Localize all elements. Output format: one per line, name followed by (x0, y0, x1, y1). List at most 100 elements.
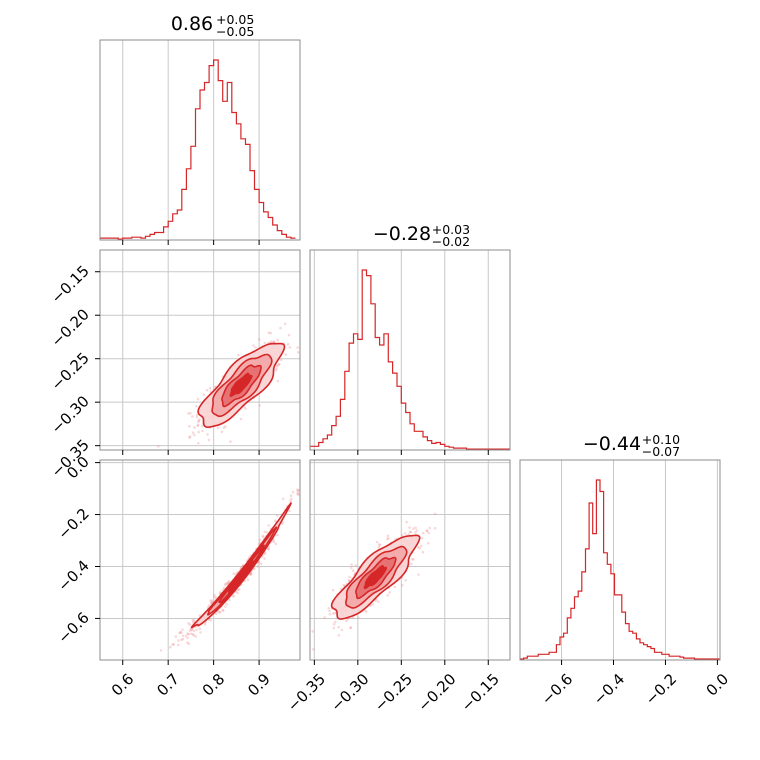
scatter-point (349, 626, 353, 629)
scatter-point (401, 583, 404, 587)
scatter-point (284, 353, 288, 356)
scatter-point (378, 543, 381, 546)
scatter-point (202, 393, 205, 397)
scatter-point (276, 364, 279, 368)
scatter-point (188, 629, 192, 632)
scatter-point (188, 435, 192, 438)
scatter-point (227, 581, 230, 585)
scatter-point (222, 586, 226, 590)
scatter-point (279, 326, 282, 330)
scatter-point (331, 612, 335, 615)
scatter-panel-2-1 (309, 459, 511, 665)
scatter-point (179, 630, 182, 634)
scatter-point (192, 618, 196, 622)
scatter-point (197, 420, 200, 424)
scatter-point (302, 480, 305, 483)
scatter-point (258, 542, 261, 545)
scatter-point (426, 529, 429, 532)
histogram-line (520, 479, 720, 660)
scatter-point (195, 413, 199, 417)
scatter-point (220, 430, 224, 434)
scatter-point (337, 625, 340, 629)
scatter-point (224, 605, 227, 608)
scatter-point (417, 573, 420, 576)
scatter-point (267, 545, 271, 549)
scatter-point (238, 588, 241, 591)
scatter-point (354, 564, 358, 567)
scatter-point (209, 599, 212, 602)
scatter-point (196, 424, 200, 428)
contour-line-level-3 (228, 559, 255, 595)
scatter-point (272, 540, 276, 544)
scatter-point (196, 397, 200, 401)
scatter-point (195, 404, 198, 408)
scatter-point (350, 566, 353, 570)
scatter-point (286, 342, 290, 346)
scatter-point (208, 386, 212, 390)
scatter-point (347, 579, 351, 582)
scatter-point (257, 338, 261, 341)
scatter-point (296, 351, 300, 354)
scatter-point (433, 527, 437, 530)
scatter-point (272, 340, 276, 344)
scatter-point (262, 535, 265, 539)
scatter-point (274, 519, 277, 522)
scatter-point (198, 418, 201, 422)
title-value: −0.28 (373, 223, 431, 245)
contour-line-level-1 (206, 526, 278, 616)
contour-fill-level-3 (364, 565, 387, 589)
scatter-point (364, 610, 368, 613)
panel-frame (519, 459, 721, 661)
scatter-point (187, 412, 190, 415)
contour-line-level-2 (221, 364, 262, 408)
scatter-panel-2-0 (95, 459, 305, 665)
title-lower-error: −0.07 (642, 444, 680, 459)
scatter-point (222, 609, 225, 612)
scatter-point (283, 322, 287, 326)
scatter-point (174, 635, 178, 638)
scatter-point (222, 426, 226, 430)
scatter-point (328, 609, 331, 613)
scatter-point (239, 417, 243, 421)
scatter-point (296, 491, 300, 494)
scatter-point (218, 611, 221, 614)
scatter-point (414, 531, 417, 534)
scatter-point (410, 562, 413, 566)
scatter-point (375, 540, 379, 544)
x-tick-label: 0.7 (153, 670, 183, 700)
scatter-point (209, 618, 212, 622)
scatter-point (197, 419, 200, 423)
scatter-point (296, 488, 299, 492)
scatter-point (297, 493, 300, 497)
scatter-point (196, 423, 200, 427)
scatter-point (207, 438, 211, 442)
scatter-point (224, 582, 228, 585)
scatter-point (198, 614, 202, 617)
scatter-point (263, 557, 266, 560)
scatter-point (191, 415, 194, 418)
scatter-point (263, 341, 267, 345)
scatter-point (191, 431, 195, 435)
scatter-point (197, 441, 200, 445)
panel-title-1: −0.28 (373, 223, 431, 245)
scatter-point (288, 509, 291, 513)
scatter-point (244, 407, 247, 410)
title-upper-error: +0.05 (216, 12, 254, 27)
scatter-point (263, 552, 267, 556)
x-tick-label: −0.20 (414, 670, 459, 715)
scatter-point (186, 641, 189, 644)
scatter-point (333, 620, 337, 624)
scatter-point (296, 346, 300, 349)
scatter-point (267, 524, 271, 527)
scatter-point (323, 616, 327, 619)
scatter-point (333, 611, 337, 615)
scatter-point (218, 591, 222, 594)
scatter-point (277, 363, 281, 366)
scatter-point (190, 627, 194, 631)
scatter-point (287, 333, 291, 337)
scatter-point (201, 429, 204, 433)
scatter-point (198, 627, 202, 631)
scatter-point (157, 445, 160, 448)
scatter-point (226, 581, 229, 585)
scatter-point (249, 572, 253, 575)
